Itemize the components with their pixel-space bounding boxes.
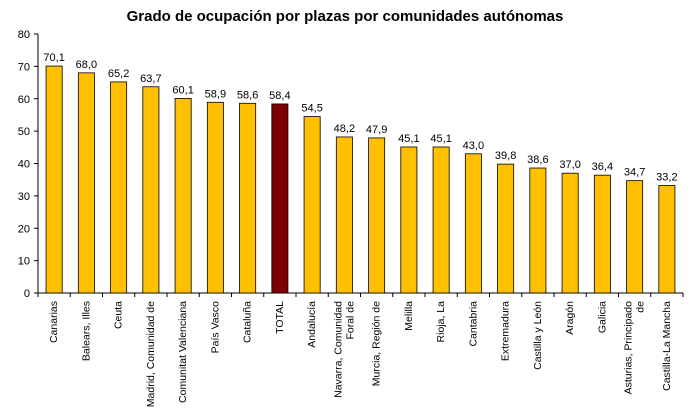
data-label: 58,6	[237, 89, 258, 101]
bar	[174, 98, 192, 294]
x-tick-label: TOTAL	[274, 301, 286, 334]
y-tick-label: 10	[18, 256, 30, 268]
y-tick-label: 60	[18, 94, 30, 106]
x-tick-label: Madrid, Comunidad de	[145, 301, 157, 407]
x-tick-label: Cantabria	[467, 301, 479, 347]
bar	[271, 103, 289, 294]
bar	[464, 153, 482, 294]
bar	[497, 163, 515, 294]
y-tick-label: 80	[18, 29, 30, 41]
x-tick-label: Ceuta	[113, 301, 125, 329]
data-label: 63,7	[140, 73, 161, 85]
x-tick-label: Canarias	[48, 301, 60, 343]
bar	[593, 174, 611, 294]
bar	[561, 172, 579, 294]
x-tick-label: Melilla	[403, 301, 415, 331]
x-tick-label: Galicia	[596, 301, 608, 333]
chart-title: Grado de ocupación por plazas por comuni…	[126, 8, 564, 25]
data-label: 54,5	[301, 103, 322, 115]
x-tick-label: Rioja, La	[435, 301, 447, 343]
y-tick-label: 50	[18, 126, 30, 138]
x-tick-label: Murcia, Región de	[371, 301, 383, 386]
data-label: 47,9	[366, 124, 387, 136]
y-tick-label: 0	[24, 288, 30, 300]
bar	[368, 137, 386, 294]
data-label: 36,4	[592, 161, 613, 173]
x-tick-label: Castilla-La Mancha	[661, 301, 673, 391]
data-label: 45,1	[398, 133, 419, 145]
bar	[658, 185, 676, 294]
data-label: 43,0	[463, 140, 484, 152]
x-tick-label: Balears, Illes	[80, 301, 92, 361]
data-label: 65,2	[108, 68, 129, 80]
x-tick-label: Andalucía	[306, 301, 318, 348]
data-label: 38,6	[527, 154, 548, 166]
bar	[110, 81, 128, 294]
data-label: 39,8	[495, 150, 516, 162]
bar	[335, 136, 353, 294]
bar	[142, 86, 160, 294]
x-tick-label: Navarra, ComunidadForal de	[332, 301, 356, 398]
bar	[45, 65, 63, 294]
x-tick-label: Cataluña	[242, 301, 254, 343]
x-tick-label: Asturias, Principadode	[623, 301, 647, 395]
y-tick-label: 30	[18, 191, 30, 203]
data-label: 60,1	[172, 84, 193, 96]
bar	[77, 72, 95, 294]
data-label: 48,2	[334, 123, 355, 135]
data-label: 45,1	[430, 133, 451, 145]
x-tick-label: País Vasco	[209, 301, 221, 353]
x-tick-label: Castilla y León	[532, 301, 544, 370]
data-label: 58,4	[269, 90, 290, 102]
data-label: 58,9	[205, 88, 226, 100]
x-tick-label: Aragón	[564, 301, 576, 335]
bar	[400, 146, 418, 294]
data-label: 37,0	[559, 159, 580, 171]
y-tick-label: 70	[18, 61, 30, 73]
bar	[303, 116, 321, 294]
y-tick-label: 40	[18, 159, 30, 171]
bar	[529, 167, 547, 294]
data-label: 34,7	[624, 167, 645, 179]
y-tick-label: 20	[18, 223, 30, 235]
bar	[626, 180, 644, 294]
bar	[239, 102, 257, 294]
bar	[432, 146, 450, 294]
data-label: 33,2	[656, 172, 677, 184]
data-label: 70,1	[43, 52, 64, 64]
bar	[206, 101, 224, 294]
x-tick-label: Extremadura	[500, 301, 512, 361]
data-label: 68,0	[76, 59, 97, 71]
x-tick-label: Comunitat Valenciana	[177, 301, 189, 403]
